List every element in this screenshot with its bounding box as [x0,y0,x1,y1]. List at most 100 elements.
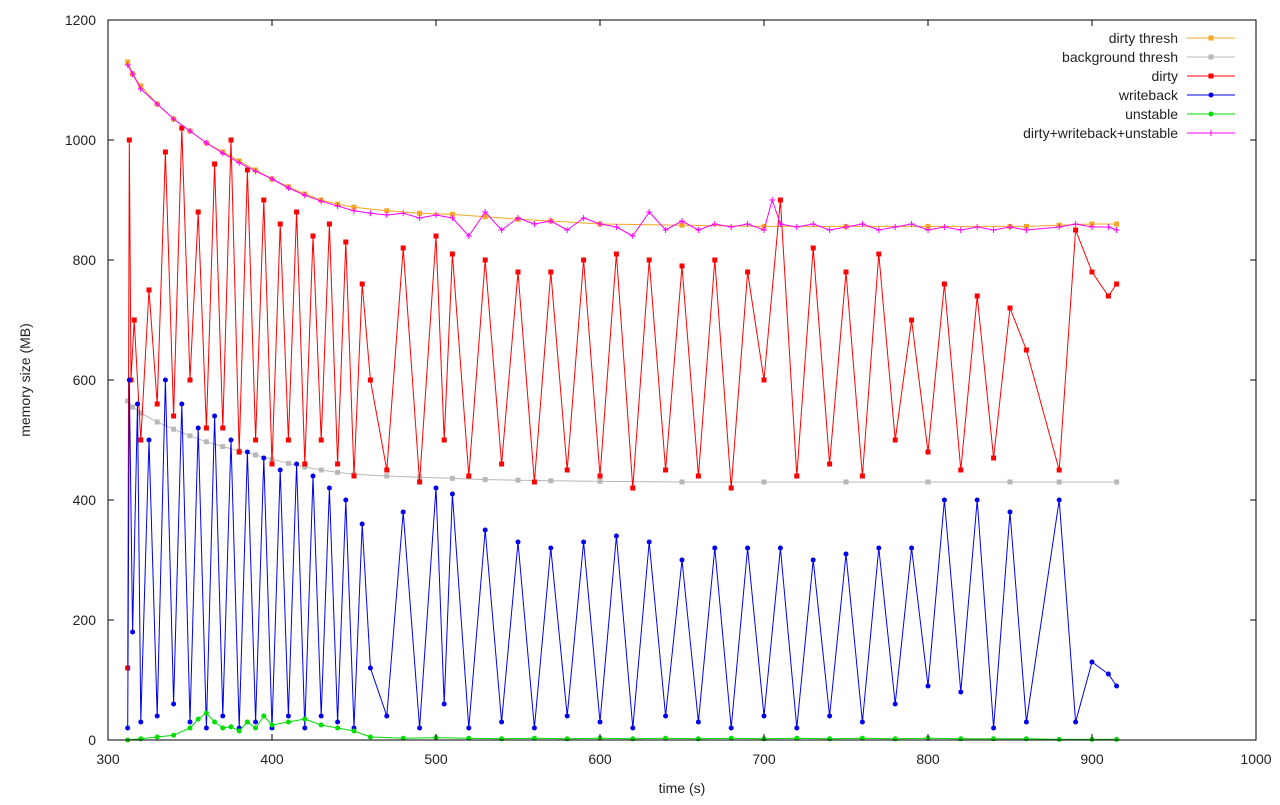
data-point [810,245,816,251]
data-point [843,551,849,557]
data-point [285,713,291,719]
data-point [564,227,571,233]
data-point [1105,293,1111,299]
data-point [125,725,131,731]
data-point [400,735,406,741]
data-point [925,223,931,229]
data-point [679,263,685,269]
data-point [679,479,685,485]
data-point [777,545,783,551]
data-point [212,413,218,419]
data-point [335,725,341,731]
data-point [253,725,259,731]
data-point [925,479,931,485]
data-point [712,545,718,551]
data-point [220,444,226,450]
data-point [187,725,193,731]
x-tick-label: 800 [916,751,940,767]
data-point [146,287,152,293]
data-point [548,545,554,551]
data-point [384,208,390,214]
x-tick-label: 400 [260,751,284,767]
data-point [482,257,488,263]
data-point [1023,736,1029,742]
y-tick-label: 1200 [65,12,96,28]
data-point [679,222,685,228]
data-point [466,735,472,741]
data-point [958,689,964,695]
data-point [1208,73,1214,79]
data-point [564,736,570,742]
data-point [417,725,423,731]
data-point [1056,467,1062,473]
data-point [925,683,931,689]
data-point [728,485,734,491]
data-point [515,215,521,221]
data-point [203,140,210,146]
data-point [244,719,250,725]
data-point [1007,305,1013,311]
y-axis-label: memory size (MB) [17,323,33,437]
data-point [138,437,144,443]
data-point [126,377,132,383]
data-point [482,214,488,220]
data-point [597,719,603,725]
data-point [1007,224,1013,230]
data-point [179,125,185,131]
data-point [125,398,131,404]
data-point [744,221,751,227]
data-point [712,257,718,263]
data-point [564,467,570,473]
data-layer [124,59,1120,743]
data-point [1023,223,1029,229]
data-point [301,192,308,199]
y-tick-label: 0 [88,732,96,748]
data-point [613,224,620,230]
data-point [285,460,291,466]
data-point [499,736,505,742]
data-point [1089,659,1095,665]
data-point [1023,719,1029,725]
data-point [253,437,259,443]
data-point [1114,221,1120,227]
data-point [203,725,209,731]
data-point [498,227,505,233]
data-point [129,71,136,77]
data-point [875,227,882,233]
data-point [597,473,603,479]
data-point [646,539,652,545]
x-tick-label: 500 [424,751,448,767]
legend-label: dirty thresh [1109,30,1178,46]
x-tick-label: 900 [1080,751,1104,767]
legend-label: dirty [1152,68,1178,84]
legend-label: writeback [1118,87,1179,103]
data-point [843,479,849,485]
data-point [991,455,997,461]
data-point [892,701,898,707]
data-point [466,725,472,731]
data-point [859,473,865,479]
data-point [384,467,390,473]
data-point [531,479,537,485]
series-line [127,61,1117,227]
data-point [1073,227,1079,233]
data-point [154,419,160,425]
data-point [728,224,735,230]
data-point [859,735,865,741]
data-point [1114,281,1120,287]
data-point [1056,497,1062,503]
data-point [261,455,267,461]
data-point [261,197,267,203]
data-point [630,736,636,742]
data-point [318,713,324,719]
x-axis: 300 400 500 600 700 800 900 1000 [96,20,1272,767]
data-point [302,725,308,731]
data-point [219,150,226,157]
data-point [171,732,177,738]
data-point [761,377,767,383]
data-point [745,545,751,551]
data-point [958,736,964,742]
data-point [318,437,324,443]
data-point [228,724,234,730]
